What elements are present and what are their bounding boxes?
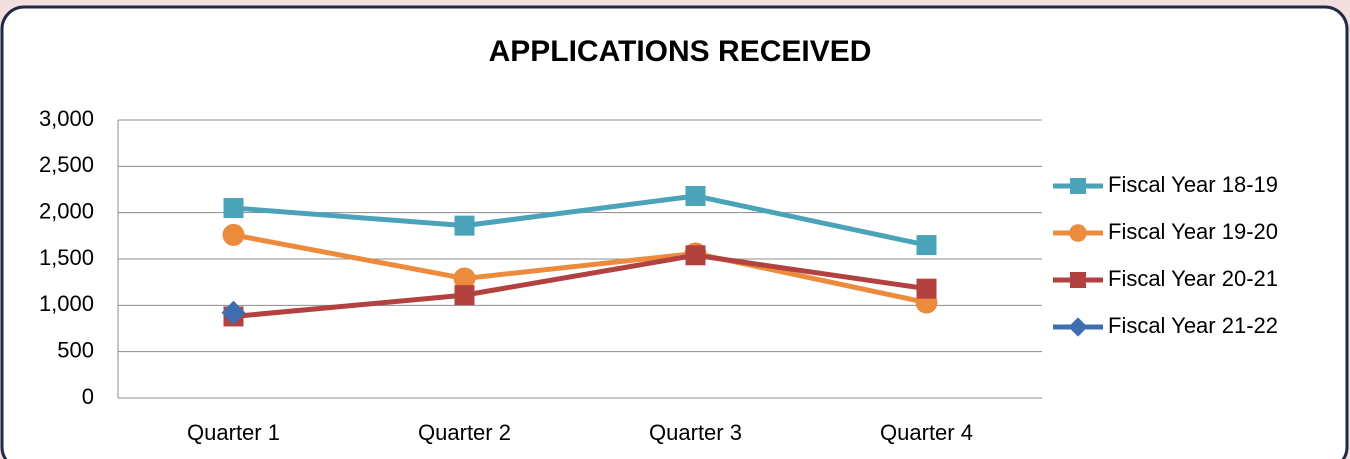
data-point — [222, 223, 245, 246]
data-point — [685, 245, 706, 266]
series-line — [233, 193, 928, 248]
x-tick-label: Quarter 4 — [880, 420, 973, 445]
legend-label: Fiscal Year 19-20 — [1108, 219, 1278, 244]
legend-label: Fiscal Year 21-22 — [1108, 313, 1278, 338]
x-tick-label: Quarter 3 — [649, 420, 742, 445]
chart-title: APPLICATIONS RECEIVED — [489, 35, 872, 68]
legend-label: Fiscal Year 20-21 — [1108, 266, 1278, 291]
legend-marker — [1068, 317, 1088, 337]
y-tick-label: 2,500 — [39, 152, 94, 177]
y-tick-label: 1,500 — [39, 245, 94, 270]
y-tick-label: 0 — [82, 384, 94, 409]
legend-marker — [1070, 272, 1086, 288]
x-tick-label: Quarter 2 — [418, 420, 511, 445]
y-tick-label: 1,000 — [39, 291, 94, 316]
data-point — [221, 300, 246, 325]
y-tick-label: 2,000 — [39, 198, 94, 223]
x-tick-label: Quarter 1 — [187, 420, 280, 445]
data-point — [685, 185, 706, 206]
series-line — [233, 252, 927, 319]
data-point — [454, 215, 475, 236]
legend-label: Fiscal Year 18-19 — [1108, 172, 1278, 197]
y-tick-label: 500 — [57, 337, 94, 362]
data-point — [916, 235, 937, 256]
legend-marker — [1070, 178, 1086, 194]
data-point — [223, 198, 244, 219]
y-tick-label: 3,000 — [39, 106, 94, 131]
data-point — [453, 267, 476, 290]
series-line — [233, 232, 928, 305]
legend-marker — [1069, 224, 1087, 242]
data-point — [454, 285, 475, 306]
data-point — [916, 278, 937, 299]
